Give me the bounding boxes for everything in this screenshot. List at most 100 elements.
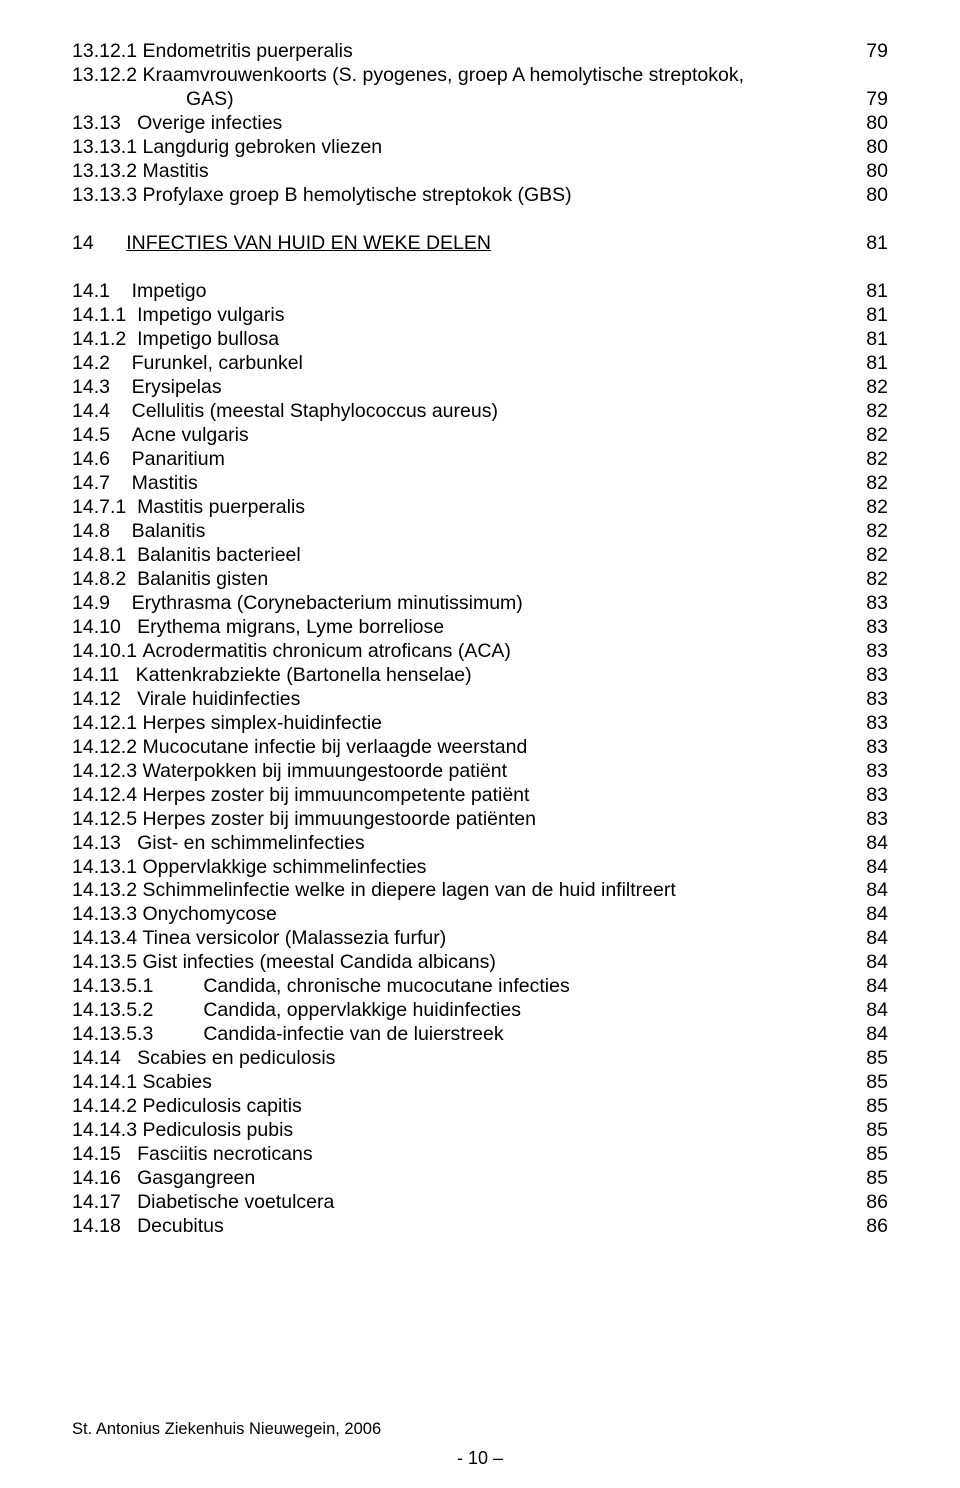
toc-code: 14.4 [72,400,132,424]
toc-page: 83 [858,712,888,736]
toc-page: 85 [858,1071,888,1095]
toc-row: 14.7.1 Mastitis puerperalis82 [72,496,888,520]
toc-page: 83 [858,616,888,640]
toc-label: Langdurig gebroken vliezen [142,136,858,160]
toc-row: 14.13.5.2Candida, oppervlakkige huidinfe… [72,999,888,1023]
toc-code: 14.1.2 [72,328,137,352]
toc-code: 14.15 [72,1143,137,1167]
toc-page: 80 [858,160,888,184]
toc-label: Pediculosis capitis [142,1095,858,1119]
footer-page-number: - 10 – [0,1448,960,1469]
toc-code: 14 [72,232,126,256]
toc-page: 82 [858,568,888,592]
toc-page: 84 [858,975,888,999]
toc-code: 14.13.4 [72,927,142,951]
toc-row: 14.13.5.3Candida-infectie van de luierst… [72,1023,888,1047]
toc-label: Candida-infectie van de luierstreek [153,1023,858,1047]
toc-page: 85 [858,1167,888,1191]
toc-page: 85 [858,1095,888,1119]
toc-label: Panaritium [132,448,858,472]
toc-page: 79 [858,40,888,64]
toc-code: 14.14.3 [72,1119,142,1143]
toc-label: Mastitis [142,160,858,184]
toc-row: 14.6 Panaritium82 [72,448,888,472]
toc-row: 14.13.1 Oppervlakkige schimmelinfecties8… [72,856,888,880]
toc-page: 83 [858,808,888,832]
toc-page: 81 [858,328,888,352]
toc-page: 83 [858,736,888,760]
toc-code: 13.13 [72,112,137,136]
toc-code: 14.14 [72,1047,137,1071]
toc-label: Acne vulgaris [132,424,858,448]
toc-label: Mastitis [132,472,858,496]
toc-code: 14.1 [72,280,132,304]
toc-code: 14.5 [72,424,132,448]
toc-row: 14.8.2 Balanitis gisten82 [72,568,888,592]
toc-row: 13.13.3 Profylaxe groep B hemolytische s… [72,184,888,208]
toc-code: 14.13.2 [72,879,142,903]
spacer [72,256,888,280]
toc-code: 14.17 [72,1191,137,1215]
toc-label: Balanitis [132,520,858,544]
toc-row: 14.1.1 Impetigo vulgaris81 [72,304,888,328]
toc-label: Candida, oppervlakkige huidinfecties [153,999,858,1023]
toc-page: 82 [858,544,888,568]
toc-page: 82 [858,472,888,496]
toc-row: 14.12.3 Waterpokken bij immuungestoorde … [72,760,888,784]
toc-page: 82 [858,448,888,472]
toc-code: 13.12.1 [72,40,142,64]
toc-code: 14.8 [72,520,132,544]
toc-row: 14.12 Virale huidinfecties83 [72,688,888,712]
toc-page: 84 [858,951,888,975]
toc-page: 86 [858,1215,888,1239]
toc-page: 81 [858,304,888,328]
toc-row: GAS)79 [72,88,888,112]
toc-row: 14.8 Balanitis82 [72,520,888,544]
toc-code: 14.13.5.2 [72,999,153,1023]
toc-label: Scabies [142,1071,858,1095]
toc-row: 14.14.3 Pediculosis pubis85 [72,1119,888,1143]
toc-label: GAS) [72,88,858,112]
toc-label: Fasciitis necroticans [137,1143,858,1167]
toc-label: Decubitus [137,1215,858,1239]
toc-page: 80 [858,136,888,160]
toc-label: Impetigo vulgaris [137,304,858,328]
toc-row: 14.1 Impetigo81 [72,280,888,304]
toc-row: 14.12.4 Herpes zoster bij immuuncompeten… [72,784,888,808]
toc-code: 14.12.5 [72,808,142,832]
toc-page: 80 [858,184,888,208]
toc-row: 14.12.2 Mucocutane infectie bij verlaagd… [72,736,888,760]
toc-page: 81 [858,232,888,256]
toc-label: Onychomycose [142,903,858,927]
toc-label: Herpes zoster bij immuungestoorde patiën… [142,808,858,832]
toc-page: 84 [858,927,888,951]
toc-label: Oppervlakkige schimmelinfecties [142,856,858,880]
toc-page: 84 [858,999,888,1023]
toc-code: 14.13 [72,832,137,856]
toc-label: Schimmelinfectie welke in diepere lagen … [142,879,858,903]
toc-code: 14.12.3 [72,760,142,784]
toc-row: 14.13.4 Tinea versicolor (Malassezia fur… [72,927,888,951]
toc-row: 14.8.1 Balanitis bacterieel82 [72,544,888,568]
toc-page: 83 [858,784,888,808]
toc-row: 14.14.1 Scabies85 [72,1071,888,1095]
toc-row: 14.12.1 Herpes simplex-huidinfectie83 [72,712,888,736]
toc-code: 14.10 [72,616,137,640]
toc-label: Acrodermatitis chronicum atroficans (ACA… [142,640,858,664]
table-of-contents: 13.12.1 Endometritis puerperalis7913.12.… [72,40,888,1239]
toc-row: 14.13.5 Gist infecties (meestal Candida … [72,951,888,975]
toc-row: 14.18 Decubitus86 [72,1215,888,1239]
toc-page: 84 [858,879,888,903]
toc-label: Pediculosis pubis [142,1119,858,1143]
toc-code: 14.16 [72,1167,137,1191]
toc-page: 85 [858,1143,888,1167]
toc-row: 14.10 Erythema migrans, Lyme borreliose8… [72,616,888,640]
toc-row: 14.2 Furunkel, carbunkel81 [72,352,888,376]
toc-label: Erythema migrans, Lyme borreliose [137,616,858,640]
toc-row: 14.3 Erysipelas82 [72,376,888,400]
toc-code: 14.18 [72,1215,137,1239]
toc-label: Furunkel, carbunkel [132,352,858,376]
toc-page: 84 [858,903,888,927]
toc-page: 85 [858,1047,888,1071]
toc-row: 14.5 Acne vulgaris82 [72,424,888,448]
